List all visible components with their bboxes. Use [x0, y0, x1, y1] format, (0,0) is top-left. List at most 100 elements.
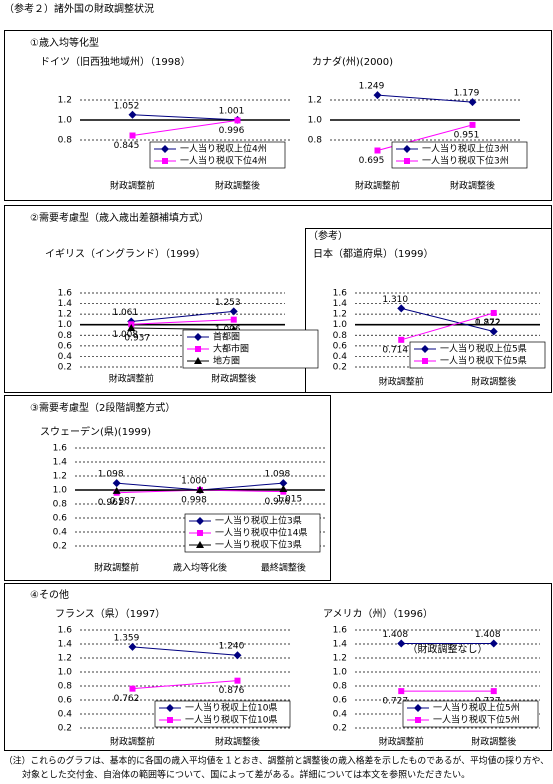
legend-label: 大都市圏 [213, 343, 249, 355]
value-label: 1.061 [112, 308, 138, 318]
chart-title: ドイツ（旧西独地域州）（1998） [40, 55, 190, 68]
legend-label: 一人当り税収上位3県 [215, 515, 302, 527]
y-tick-label: 0.8 [308, 136, 323, 146]
y-tick-label: 1.2 [58, 96, 72, 106]
value-label: 1.408 [475, 630, 501, 640]
x-tick-label: 財政調整前 [379, 376, 424, 388]
section-box [4, 583, 552, 751]
value-label: 1.001 [219, 106, 245, 116]
series-line [132, 119, 238, 136]
value-label: 0.937 [124, 334, 150, 344]
section-heading: ④その他 [30, 588, 69, 601]
legend-label: 一人当り税収上位4州 [180, 143, 267, 155]
note: （注）これらのグラフは、基本的に各国の歳入平均値を１とおき、調整前と調整後の歳入… [4, 755, 549, 767]
legend-marker [162, 158, 168, 164]
value-label: 0.714 [382, 345, 408, 355]
legend-marker [196, 541, 204, 548]
y-tick-label: 1.2 [58, 310, 72, 320]
y-tick-label: 1.4 [58, 299, 73, 309]
y-tick-label: 0.8 [58, 682, 73, 692]
page-title: （参考２）諸外国の財政調整状況 [4, 2, 154, 15]
data-point [398, 336, 405, 343]
value-label: 0.727 [382, 697, 408, 707]
value-label: 0.998 [181, 496, 207, 506]
chart-title: スウェーデン(県)(1999) [40, 425, 151, 438]
legend-label: 一人当り税収下位10県 [185, 714, 277, 726]
y-tick-label: 1.6 [333, 626, 348, 636]
value-label: 1.179 [454, 89, 480, 99]
value-label: 1.249 [359, 82, 385, 92]
reference-box [305, 228, 552, 393]
value-label: 1.000 [181, 477, 207, 487]
annotation: （財政調整なし） [408, 643, 488, 656]
y-tick-label: 1.4 [53, 458, 68, 468]
data-point [398, 688, 405, 695]
y-tick-label: 0.4 [58, 710, 73, 720]
x-tick-label: 財政調整後 [450, 180, 495, 192]
data-point [112, 486, 121, 494]
value-label: 1.310 [382, 295, 408, 305]
y-tick-label: 1.0 [333, 668, 348, 678]
y-tick-label: 1.6 [58, 289, 73, 299]
value-label: 0.762 [114, 694, 140, 704]
value-label: 0.695 [359, 156, 385, 166]
chart-title: アメリカ（州）（1996） [323, 608, 433, 620]
value-label: 0.987 [110, 496, 136, 506]
value-label: 0.951 [454, 130, 480, 140]
legend-label: 一人当り税収上位5州 [433, 702, 520, 714]
data-point [279, 484, 288, 492]
y-tick-label: 0.6 [333, 696, 348, 706]
value-label: 0.872 [475, 318, 501, 328]
x-tick-label: 財政調整後 [215, 180, 260, 192]
value-label: 1.098 [98, 470, 124, 480]
series-line [132, 646, 238, 656]
section-box [4, 395, 331, 581]
legend-label: 地方圏 [213, 355, 240, 367]
y-tick-label: 0.8 [333, 331, 348, 341]
data-point [489, 327, 498, 336]
y-tick-label: 1.2 [333, 310, 347, 320]
data-point [397, 304, 406, 313]
y-tick-label: 1.6 [53, 444, 68, 454]
data-point [489, 639, 498, 648]
y-tick-label: 1.2 [53, 472, 67, 482]
series-line [132, 114, 238, 121]
legend-marker [196, 517, 204, 525]
x-tick-label: 財政調整前 [109, 373, 154, 385]
legend-label: 一人当り税収下位5州 [433, 714, 520, 726]
legend-marker [197, 530, 203, 536]
data-point [234, 677, 241, 684]
y-tick-label: 0.6 [333, 341, 348, 351]
legend-box [409, 341, 546, 369]
data-point [373, 91, 382, 100]
value-label: 1.098 [264, 470, 290, 480]
y-tick-label: 0.6 [58, 696, 73, 706]
chart-title: フランス（県）（1997） [55, 608, 165, 620]
value-label: 1.052 [114, 101, 140, 111]
value-label: 1.408 [382, 630, 408, 640]
y-tick-label: 1.0 [308, 116, 323, 126]
x-tick-label: 財政調整前 [355, 180, 400, 192]
series-line [132, 680, 238, 690]
data-point [234, 117, 241, 124]
section-heading: ③需要考慮型（2段階調整方式） [30, 401, 175, 414]
data-point [374, 147, 381, 154]
legend-box [154, 700, 291, 728]
series-line [131, 310, 234, 322]
x-tick-label: 歳入均等化後 [173, 562, 227, 574]
x-tick-label: 財政調整前 [94, 562, 139, 574]
legend-label: 一人当り税収中位14県 [215, 527, 307, 539]
y-tick-label: 1.2 [58, 654, 72, 664]
y-tick-label: 1.2 [308, 96, 322, 106]
y-tick-label: 1.0 [58, 668, 73, 678]
chart-title: イギリス（イングランド）（1999） [45, 247, 205, 260]
x-tick-label: 財政調整後 [215, 736, 260, 748]
data-point [468, 98, 477, 107]
chart-title: カナダ(州)(2000) [312, 55, 393, 68]
value-label: 1.008 [112, 330, 138, 340]
data-point [397, 639, 406, 648]
y-tick-label: 1.6 [333, 289, 348, 299]
legend-marker [195, 346, 201, 352]
legend-marker [167, 717, 173, 723]
legend-marker [414, 704, 422, 712]
